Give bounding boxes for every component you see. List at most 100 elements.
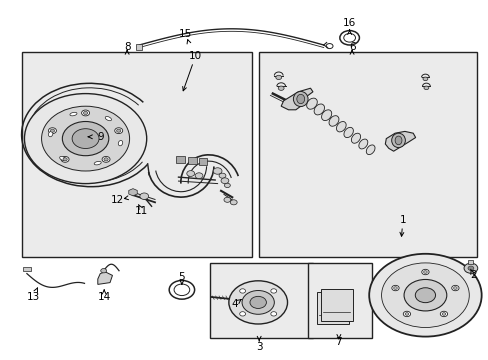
Circle shape <box>104 158 108 161</box>
Circle shape <box>249 296 266 309</box>
Circle shape <box>414 288 435 303</box>
Text: 2: 2 <box>469 270 476 280</box>
Text: 7: 7 <box>335 337 342 347</box>
Bar <box>316 292 348 324</box>
Ellipse shape <box>60 157 66 161</box>
Circle shape <box>403 279 446 311</box>
Text: 6: 6 <box>348 42 355 52</box>
Circle shape <box>463 263 477 273</box>
Text: 1: 1 <box>399 215 406 225</box>
Ellipse shape <box>296 94 304 104</box>
Circle shape <box>422 77 427 81</box>
Ellipse shape <box>105 117 111 121</box>
Text: 14: 14 <box>97 292 111 302</box>
Circle shape <box>441 312 445 315</box>
Circle shape <box>83 111 87 114</box>
Bar <box>210 263 312 338</box>
Circle shape <box>81 110 89 116</box>
Circle shape <box>48 128 56 134</box>
Circle shape <box>404 312 408 315</box>
Circle shape <box>219 173 225 178</box>
Text: 15: 15 <box>179 29 192 39</box>
Circle shape <box>453 287 456 289</box>
Ellipse shape <box>306 98 317 109</box>
Circle shape <box>213 168 222 174</box>
Bar <box>198 158 207 165</box>
Circle shape <box>439 311 447 317</box>
Ellipse shape <box>293 91 307 107</box>
Bar <box>307 263 371 338</box>
Circle shape <box>140 193 148 199</box>
Ellipse shape <box>118 140 122 146</box>
Circle shape <box>423 86 428 90</box>
Circle shape <box>403 311 410 317</box>
Circle shape <box>393 287 396 289</box>
Circle shape <box>72 129 99 148</box>
Text: 16: 16 <box>342 18 356 28</box>
Ellipse shape <box>328 116 338 126</box>
Circle shape <box>423 271 427 273</box>
Ellipse shape <box>48 131 53 137</box>
Ellipse shape <box>70 112 77 116</box>
Circle shape <box>116 129 121 132</box>
Circle shape <box>195 173 203 179</box>
Circle shape <box>224 197 230 202</box>
Circle shape <box>224 183 230 188</box>
Polygon shape <box>385 131 415 151</box>
Text: 3: 3 <box>255 342 262 352</box>
Polygon shape <box>128 189 137 196</box>
Ellipse shape <box>94 161 101 165</box>
Text: 11: 11 <box>135 206 148 216</box>
Ellipse shape <box>343 127 353 138</box>
Bar <box>22 52 251 257</box>
Ellipse shape <box>358 139 367 149</box>
Circle shape <box>391 285 398 291</box>
Circle shape <box>239 289 245 293</box>
Circle shape <box>115 128 122 134</box>
Circle shape <box>270 312 276 316</box>
Circle shape <box>24 94 146 184</box>
Bar <box>320 289 352 321</box>
Text: 9: 9 <box>97 132 103 142</box>
Ellipse shape <box>366 145 374 154</box>
Circle shape <box>101 269 106 273</box>
Circle shape <box>230 200 237 205</box>
Circle shape <box>221 178 228 184</box>
Text: 10: 10 <box>189 51 202 61</box>
Ellipse shape <box>351 133 360 143</box>
Text: 12: 12 <box>110 195 124 205</box>
Circle shape <box>467 266 473 270</box>
Circle shape <box>239 312 245 316</box>
Text: 13: 13 <box>26 292 40 302</box>
Circle shape <box>41 106 129 171</box>
Circle shape <box>186 171 194 176</box>
Circle shape <box>228 281 287 324</box>
Ellipse shape <box>313 104 324 115</box>
Bar <box>188 157 197 164</box>
Ellipse shape <box>321 110 331 121</box>
Ellipse shape <box>394 136 401 145</box>
Text: 4: 4 <box>231 299 238 309</box>
Ellipse shape <box>391 133 405 148</box>
Circle shape <box>368 254 481 337</box>
Polygon shape <box>281 88 312 110</box>
Circle shape <box>63 158 67 161</box>
Circle shape <box>381 263 468 328</box>
Circle shape <box>275 75 281 80</box>
Circle shape <box>421 269 428 275</box>
Polygon shape <box>98 272 112 284</box>
Bar <box>136 44 142 50</box>
Circle shape <box>50 129 55 132</box>
Circle shape <box>242 291 274 314</box>
Bar <box>259 52 476 257</box>
Bar <box>176 156 184 163</box>
Text: 5: 5 <box>178 272 185 282</box>
Circle shape <box>270 289 276 293</box>
Circle shape <box>451 285 458 291</box>
Bar <box>468 260 472 264</box>
Circle shape <box>61 157 69 162</box>
Ellipse shape <box>336 122 346 132</box>
Circle shape <box>102 157 110 162</box>
Text: 8: 8 <box>123 42 130 52</box>
Bar <box>23 267 31 271</box>
